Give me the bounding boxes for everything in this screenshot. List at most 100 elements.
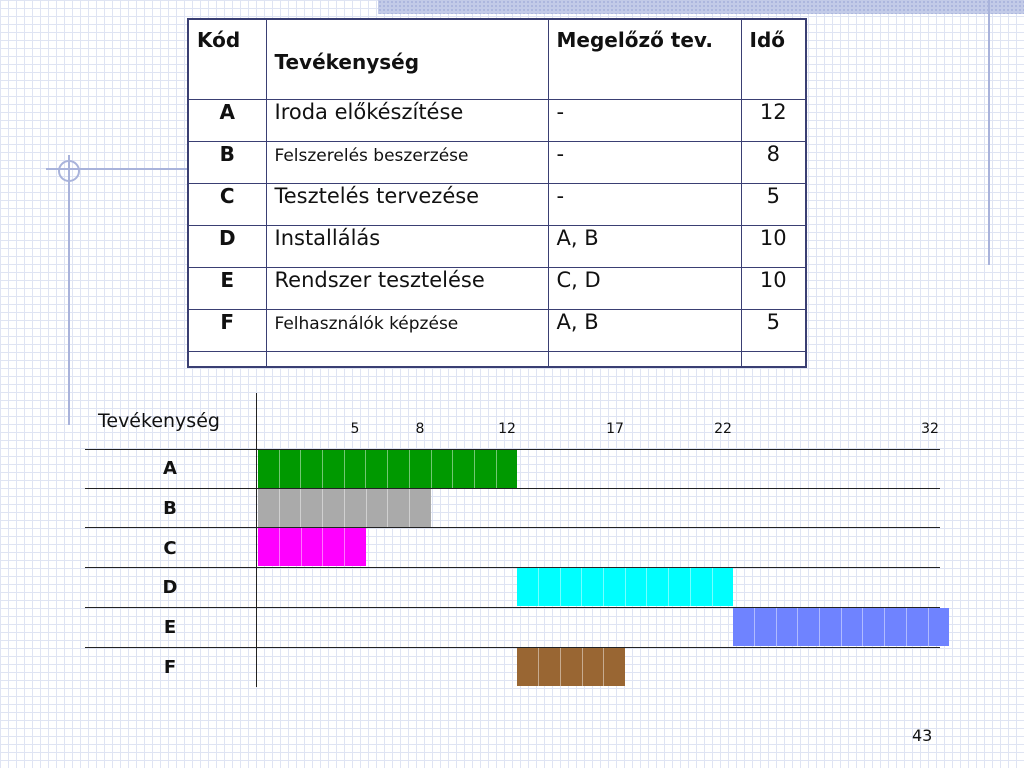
row-code: F xyxy=(187,308,267,352)
gantt-bar-cell xyxy=(475,450,497,488)
gantt-bar-cell xyxy=(733,608,755,646)
gantt-bar-cell xyxy=(280,450,302,488)
gantt-bar-cell xyxy=(323,528,346,566)
gantt-bar-cell xyxy=(301,489,324,527)
gantt-bar-e xyxy=(733,608,950,646)
gantt-task-code: F xyxy=(163,657,177,678)
gantt-bar-cell xyxy=(863,608,886,646)
gantt-label-divider xyxy=(256,393,257,687)
gantt-bar-cell xyxy=(604,568,626,606)
gantt-bar-cell xyxy=(258,489,280,527)
gantt-row-line xyxy=(85,527,940,528)
header-code: Kód xyxy=(187,18,267,100)
gantt-row-header: Tevékenység xyxy=(98,410,220,432)
gantt-bar-cell xyxy=(345,489,367,527)
gantt-tick: 32 xyxy=(921,421,939,437)
row-duration: 10 xyxy=(740,224,807,268)
row-activity: Felszerelés beszerzése xyxy=(265,140,549,184)
table-row: A Iroda előkészítése - 12 xyxy=(187,98,807,142)
gantt-bar-cell xyxy=(302,528,324,566)
gantt-bar-cell xyxy=(301,450,324,488)
gantt-task-code: E xyxy=(163,617,177,638)
row-prereq: C, D xyxy=(547,266,742,310)
gantt-tick: 22 xyxy=(714,421,732,437)
gantt-bar-cell xyxy=(453,450,475,488)
table-row: D Installálás A, B 10 xyxy=(187,224,807,268)
gantt-row-line xyxy=(85,647,940,648)
gantt-tick: 12 xyxy=(498,421,516,437)
gantt-bar-cell xyxy=(280,528,302,566)
gantt-bar-cell xyxy=(367,489,389,527)
gantt-bar-cell xyxy=(388,450,410,488)
gantt-bar-cell xyxy=(907,608,929,646)
row-activity: Felhasználók képzése xyxy=(265,308,549,352)
gantt-task-code: B xyxy=(163,498,177,519)
page-number: 43 xyxy=(912,726,933,745)
gantt-bar-cell xyxy=(323,450,345,488)
gantt-bar-cell xyxy=(604,648,625,686)
gantt-task-code: A xyxy=(163,458,177,479)
gantt-bar-cell xyxy=(345,450,367,488)
header-activity: Tevékenység xyxy=(265,18,549,100)
gantt-bar-cell xyxy=(583,648,605,686)
gantt-bar-cell xyxy=(258,528,280,566)
gantt-bar-cell xyxy=(280,489,302,527)
gantt-bar-a xyxy=(258,450,518,488)
gantt-bar-cell xyxy=(539,648,561,686)
header-decoration xyxy=(378,0,1024,14)
gantt-tick: 17 xyxy=(606,421,624,437)
deco-horizontal-line xyxy=(46,168,246,170)
gantt-bar-cell xyxy=(388,489,411,527)
row-duration: 12 xyxy=(740,98,807,142)
row-duration: 10 xyxy=(740,266,807,310)
gantt-bar-cell xyxy=(517,568,539,606)
row-duration: 8 xyxy=(740,140,807,184)
header-duration: Idő xyxy=(740,18,807,100)
gantt-bar-cell xyxy=(497,450,518,488)
table-row: F Felhasználók képzése A, B 5 xyxy=(187,308,807,352)
gantt-bar-cell xyxy=(345,528,366,566)
table-header-row: Kód Tevékenység Megelőző tev. Idő xyxy=(187,18,807,100)
row-activity: Rendszer tesztelése xyxy=(265,266,549,310)
gantt-bar-cell xyxy=(669,568,691,606)
row-prereq: - xyxy=(547,140,742,184)
gantt-bar-cell xyxy=(582,568,604,606)
row-prereq: A, B xyxy=(547,308,742,352)
gantt-bar-cell xyxy=(561,568,583,606)
gantt-bar-cell xyxy=(713,568,734,606)
gantt-task-code: D xyxy=(162,577,178,598)
row-prereq: - xyxy=(547,182,742,226)
gantt-bar-f xyxy=(517,648,626,686)
gantt-bar-b xyxy=(258,489,431,527)
activity-table: Kód Tevékenység Megelőző tev. Idő A Irod… xyxy=(187,18,807,368)
gantt-bar-cell xyxy=(691,568,713,606)
gantt-task-code: C xyxy=(163,538,177,559)
deco-vertical-line-right xyxy=(988,0,990,265)
gantt-bar-cell xyxy=(561,648,583,686)
row-activity: Installálás xyxy=(265,224,549,268)
row-activity: Iroda előkészítése xyxy=(265,98,549,142)
deco-vertical-line-left xyxy=(68,155,70,425)
gantt-bar-cell xyxy=(929,608,950,646)
row-code: E xyxy=(187,266,267,310)
gantt-bar-cell xyxy=(410,489,431,527)
row-duration: 5 xyxy=(740,308,807,352)
gantt-bar-cell xyxy=(842,608,864,646)
table-row-empty xyxy=(187,350,807,368)
row-prereq: - xyxy=(547,98,742,142)
gantt-row-line xyxy=(85,488,940,489)
gantt-bar-cell xyxy=(820,608,842,646)
row-code: B xyxy=(187,140,267,184)
row-duration: 5 xyxy=(740,182,807,226)
row-code: D xyxy=(187,224,267,268)
table-row: C Tesztelés tervezése - 5 xyxy=(187,182,807,226)
row-activity: Tesztelés tervezése xyxy=(265,182,549,226)
gantt-bar-cell xyxy=(798,608,820,646)
gantt-bar-cell xyxy=(258,450,280,488)
gantt-tick: 5 xyxy=(350,421,360,437)
gantt-row-line xyxy=(85,607,940,608)
gantt-bar-cell xyxy=(323,489,345,527)
gantt-bar-d xyxy=(517,568,734,606)
header-prereq: Megelőző tev. xyxy=(547,18,742,100)
gantt-bar-cell xyxy=(647,568,670,606)
